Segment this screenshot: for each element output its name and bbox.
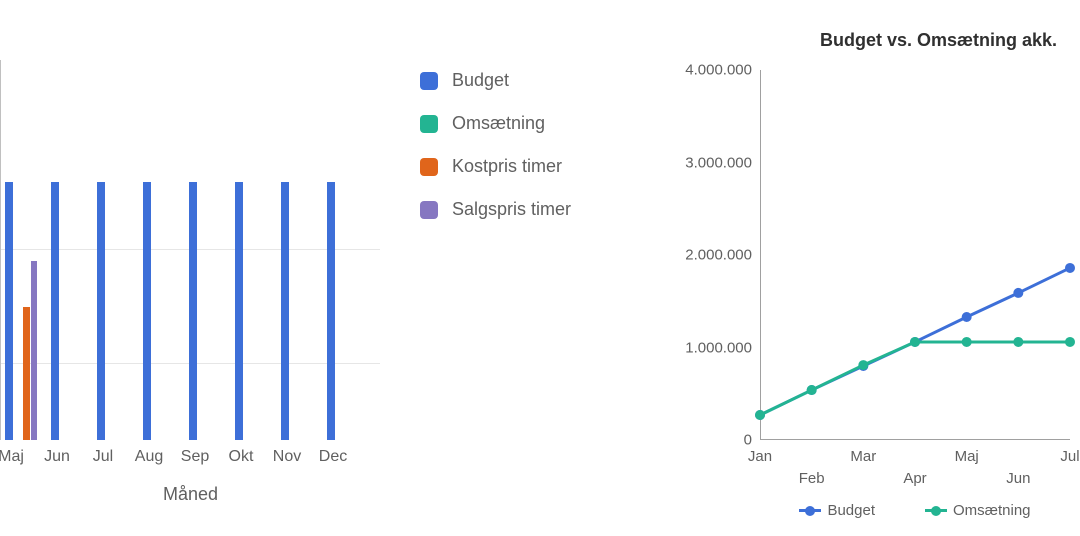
x-tick-label: Mar: [850, 448, 876, 465]
series-marker: [910, 337, 920, 347]
legend-swatch: [420, 115, 438, 133]
x-tick-label: Maj: [955, 448, 979, 465]
x-tick-label: Okt: [229, 440, 254, 466]
legend-label: Omsætning: [452, 113, 545, 134]
series-marker: [1013, 337, 1023, 347]
x-tick-label: Apr: [903, 470, 926, 487]
legend-item: Budget: [420, 70, 630, 91]
bar-chart-panel: Måned Maj Jun Jul Aug Sep Okt Nov Dec: [0, 0, 400, 536]
bar: [23, 307, 30, 440]
bar: [235, 182, 243, 440]
x-tick-label: Dec: [319, 440, 347, 466]
bar: [97, 182, 105, 440]
bar: [281, 182, 289, 440]
x-tick-label: Jun: [1006, 470, 1030, 487]
legend-item: Omsætning: [420, 113, 630, 134]
line-chart-title: Budget vs. Omsætning akk.: [820, 30, 1057, 51]
series-marker: [755, 410, 765, 420]
bar-group: [189, 60, 229, 440]
x-tick-label: Aug: [135, 440, 163, 466]
line-legend-swatch: [925, 509, 947, 512]
y-tick-label: 1.000.000: [685, 339, 752, 356]
bar: [31, 261, 37, 440]
line-chart-panel: Budget vs. Omsætning akk. BudgetOmsætnin…: [630, 0, 1080, 536]
bar: [189, 182, 197, 440]
x-tick-label: Jan: [748, 448, 772, 465]
series-marker: [1065, 337, 1075, 347]
series-line: [760, 342, 1070, 415]
bar-chart-legend: Budget Omsætning Kostpris timer Salgspris t…: [400, 0, 630, 536]
line-chart-legend: Budget Omsætning: [760, 502, 1070, 519]
bar: [5, 182, 13, 440]
y-tick-label: 2.000.000: [685, 247, 752, 264]
bar-group: [235, 60, 275, 440]
legend-label: Salgspris timer: [452, 199, 571, 220]
bar-group: [327, 60, 367, 440]
bar-group: [5, 60, 45, 440]
x-tick-label: Maj: [0, 440, 24, 466]
legend-label: Kostpris timer: [452, 156, 562, 177]
x-tick-label: Nov: [273, 440, 301, 466]
bar-group: [281, 60, 321, 440]
bar-chart-plot: Måned MajJunJulAugSepOktNovDec: [0, 60, 380, 440]
y-tick-label: 0: [744, 432, 752, 449]
series-marker: [962, 337, 972, 347]
series-marker: [858, 360, 868, 370]
x-tick-label: Feb: [799, 470, 825, 487]
series-marker: [807, 385, 817, 395]
bar-group: [51, 60, 91, 440]
line-legend-swatch: [799, 509, 821, 512]
bar: [51, 182, 59, 440]
line-legend-item: Budget: [799, 502, 875, 519]
bar-chart: Måned MajJunJulAugSepOktNovDec: [0, 0, 380, 440]
line-chart-plot: BudgetOmsætning 01.000.0002.000.0003.000…: [760, 70, 1070, 440]
x-tick-label: Jul: [1060, 448, 1079, 465]
x-tick-label: Jun: [44, 440, 70, 466]
bar: [143, 182, 151, 440]
legend-swatch: [420, 201, 438, 219]
line-chart: Budget vs. Omsætning akk. BudgetOmsætnin…: [650, 0, 1070, 536]
bar: [327, 182, 335, 440]
x-tick-label: Jul: [93, 440, 113, 466]
legend-item: Salgspris timer: [420, 199, 630, 220]
legend-swatch: [420, 72, 438, 90]
line-legend-item: Omsætning: [925, 502, 1031, 519]
line-legend-label: Omsætning: [953, 502, 1031, 519]
x-tick-label: Sep: [181, 440, 209, 466]
series-marker: [1065, 263, 1075, 273]
bar-chart-x-axis-title: Måned: [163, 484, 218, 505]
line-legend-label: Budget: [827, 502, 875, 519]
legend-label: Budget: [452, 70, 509, 91]
bar-group: [143, 60, 183, 440]
legend-item: Kostpris timer: [420, 156, 630, 177]
series-marker: [1013, 288, 1023, 298]
legend-swatch: [420, 158, 438, 176]
y-tick-label: 4.000.000: [685, 62, 752, 79]
series-marker: [962, 312, 972, 322]
line-chart-svg: [760, 70, 1070, 440]
y-tick-label: 3.000.000: [685, 154, 752, 171]
bar-group: [97, 60, 137, 440]
